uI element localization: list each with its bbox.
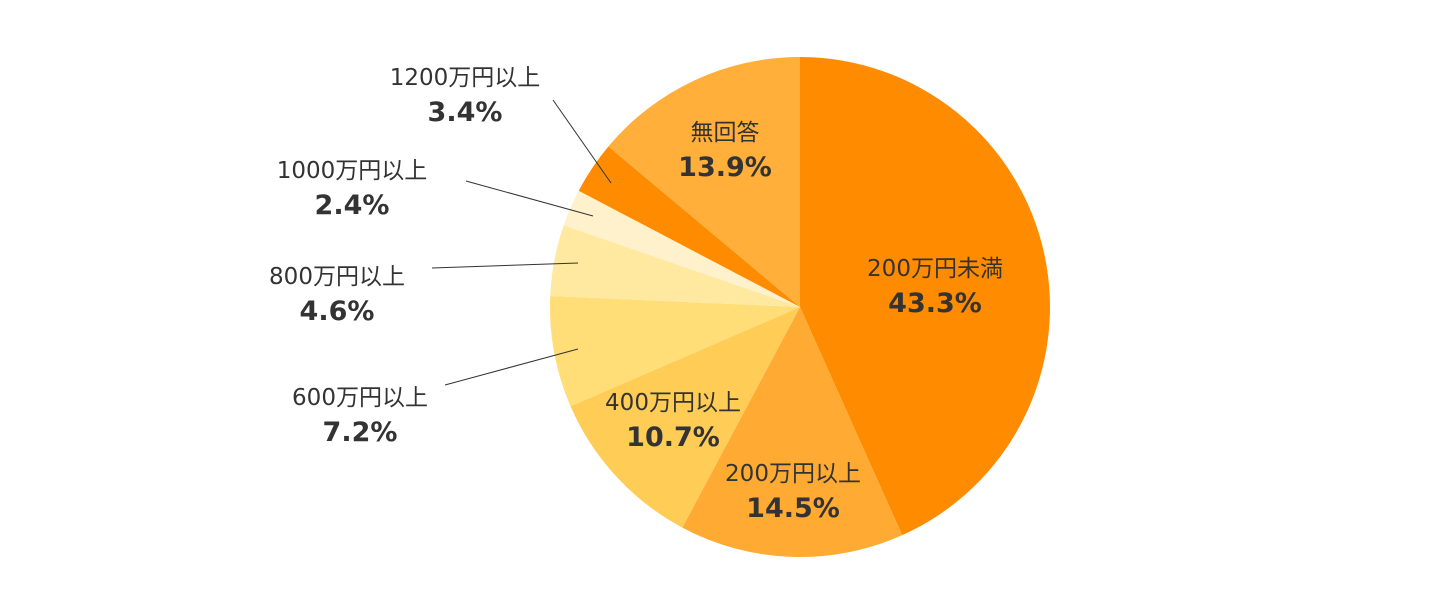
- pie-slice: [800, 57, 1050, 536]
- slice-value-label: 10.7%: [626, 422, 720, 453]
- slice-category-label: 400万円以上: [605, 390, 741, 416]
- slice-category-label: 200万円以上: [725, 461, 861, 487]
- slice-category-label: 無回答: [691, 120, 760, 146]
- slice-category-label: 800万円以上: [269, 264, 405, 290]
- pie-slice: [608, 57, 800, 307]
- slice-category-label: 600万円以上: [292, 385, 428, 411]
- slice-category-label: 1000万円以上: [277, 158, 428, 184]
- slice-labels: 200万円未満 43.3% 200万円以上 14.5% 400万円以上 10.7% 600万…: [269, 65, 1003, 524]
- slice-value-label: 14.5%: [746, 493, 840, 524]
- slice-value-label: 3.4%: [428, 97, 503, 128]
- pie-slice: [563, 190, 800, 307]
- slice-value-label: 2.4%: [315, 190, 390, 221]
- leader-line: [465, 180, 594, 217]
- pie-slice: [682, 307, 903, 557]
- pie-slice: [578, 146, 800, 307]
- pie-slices: [549, 57, 1050, 557]
- pie-slice: [550, 225, 800, 307]
- slice-value-label: 13.9%: [678, 152, 772, 183]
- leader-line: [444, 348, 579, 386]
- slice-value-label: 7.2%: [323, 417, 398, 448]
- slice-value-label: 43.3%: [888, 288, 982, 319]
- leader-line: [552, 99, 612, 184]
- slice-category-label: 1200万円以上: [390, 65, 541, 91]
- slice-category-label: 200万円未満: [867, 256, 1003, 282]
- leader-lines: [431, 99, 612, 386]
- leader-line: [431, 262, 579, 269]
- pie-slice: [570, 307, 800, 528]
- slice-value-label: 4.6%: [300, 296, 375, 327]
- pie-slice: [549, 296, 800, 407]
